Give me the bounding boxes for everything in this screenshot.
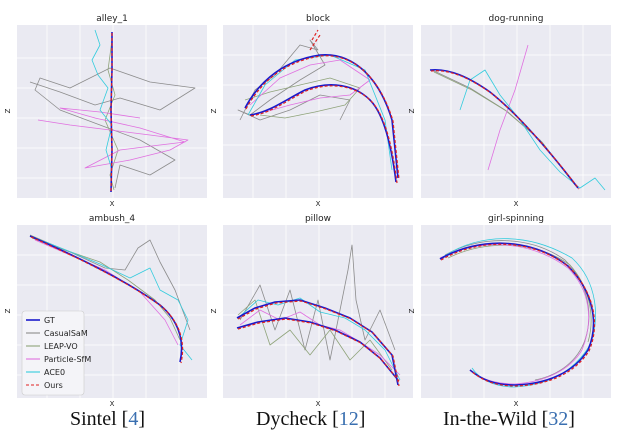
line-ace0 bbox=[29, 235, 193, 361]
legend-label-gt: GT bbox=[44, 316, 55, 325]
legend-label-casualsam: CasualSaM bbox=[44, 329, 88, 338]
x-axis-label: X bbox=[514, 200, 519, 208]
line-ours bbox=[30, 236, 184, 364]
line-particle-sfm bbox=[487, 44, 529, 171]
legend-label-ours: Ours bbox=[44, 381, 63, 390]
line-casualsam bbox=[239, 244, 396, 361]
line-casualsam bbox=[237, 39, 351, 121]
panel-pillow: pillow X Z bbox=[210, 214, 413, 408]
plot-area bbox=[421, 225, 611, 398]
y-axis-label: Z bbox=[210, 108, 218, 113]
line-casualsam bbox=[29, 67, 196, 189]
y-axis-label: Z bbox=[210, 308, 218, 313]
panel-ambush-4: GT CasualSaM LEAP-VO Particle-SfM ACE0 Ours a… bbox=[4, 214, 207, 408]
plot-area bbox=[421, 25, 611, 198]
x-axis-label: X bbox=[110, 400, 115, 408]
panel-title: block bbox=[306, 14, 331, 24]
x-axis-label: X bbox=[110, 200, 115, 208]
legend: GT CasualSaM LEAP-VO Particle-SfM ACE0 Ours bbox=[21, 310, 91, 396]
line-ours bbox=[237, 300, 400, 387]
y-axis-label: Z bbox=[4, 108, 12, 113]
y-axis-label: Z bbox=[408, 308, 416, 313]
line-ours bbox=[245, 29, 400, 184]
legend-label-leap-vo: LEAP-VO bbox=[44, 342, 78, 351]
line-ace0 bbox=[459, 69, 606, 191]
panel-title: ambush_4 bbox=[89, 214, 136, 224]
panel-title: alley_1 bbox=[96, 14, 128, 24]
panel-block: block X Z bbox=[210, 14, 413, 208]
line-leap-vo bbox=[237, 299, 393, 371]
line-gt bbox=[439, 242, 595, 386]
panel-title: pillow bbox=[305, 214, 331, 224]
line-ours bbox=[430, 70, 580, 190]
line-ace0 bbox=[91, 29, 113, 171]
x-axis-label: X bbox=[316, 200, 321, 208]
line-particle-sfm bbox=[439, 244, 589, 385]
line-gt bbox=[429, 68, 579, 189]
panel-alley-1: alley_1 X Z bbox=[4, 14, 207, 208]
line-leap-vo bbox=[447, 244, 592, 343]
x-axis-label: X bbox=[316, 400, 321, 408]
caption-sintel: Sintel [4] bbox=[70, 408, 146, 430]
line-leap-vo bbox=[244, 77, 361, 119]
line-casualsam bbox=[31, 237, 191, 331]
panel-girl-spinning: girl-spinning X Z bbox=[408, 214, 611, 408]
caption-in-the-wild: In-the-Wild [32] bbox=[443, 408, 575, 430]
legend-label-particle-sfm: Particle-SfM bbox=[44, 355, 91, 364]
line-particle-sfm bbox=[249, 59, 371, 113]
panel-dog-running: dog-running X Z bbox=[408, 14, 611, 208]
plot-area bbox=[223, 225, 413, 398]
line-particle-sfm bbox=[37, 107, 189, 169]
y-axis-label: Z bbox=[408, 108, 416, 113]
line-ace0 bbox=[237, 297, 401, 381]
line-ours bbox=[110, 33, 113, 192]
y-axis-label: Z bbox=[4, 308, 12, 313]
legend-label-ace0: ACE0 bbox=[44, 368, 65, 377]
line-gt bbox=[236, 299, 399, 386]
panel-title: girl-spinning bbox=[488, 214, 544, 224]
panel-title: dog-running bbox=[489, 14, 544, 24]
x-axis-label: X bbox=[514, 400, 519, 408]
caption-dycheck: Dycheck [12] bbox=[256, 408, 366, 430]
line-gt bbox=[244, 54, 399, 183]
